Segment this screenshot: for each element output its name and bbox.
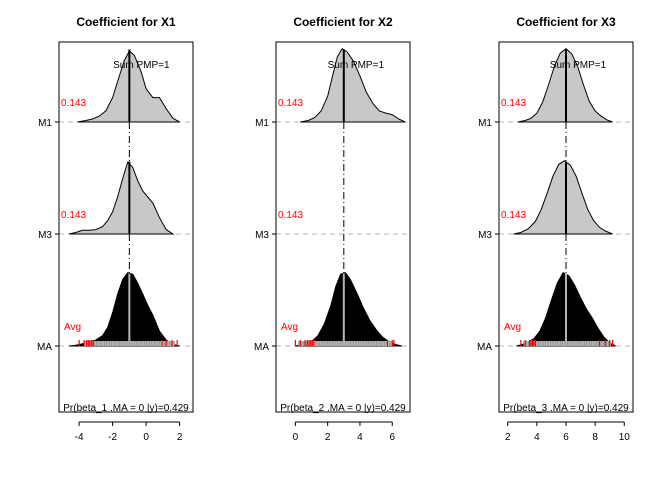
x-tick-label: 10	[619, 432, 631, 443]
panel-title: Coefficient for X1	[76, 15, 176, 29]
panel-frame	[275, 41, 411, 413]
pmp-label-M1: 0.143	[278, 98, 303, 109]
x-tick-label: 6	[563, 432, 569, 443]
x-tick-label: 2	[177, 432, 183, 443]
panel-frame	[498, 41, 634, 413]
model-label-M3: M3	[255, 230, 269, 241]
coefficient-panel-3: Coefficient for X3 0.143 0.143 Avg Sum PMP=1…	[477, 15, 634, 443]
sum-pmp-label: Sum PMP=1	[328, 60, 385, 71]
model-label-M1: M1	[478, 118, 492, 129]
posterior-zero-prob-label: Pr(beta_1 .MA = 0 |y)=0.429	[63, 403, 189, 414]
x-tick-label: 6	[389, 432, 395, 443]
x-tick-label: 4	[534, 432, 540, 443]
panel-title: Coefficient for X2	[293, 15, 393, 29]
model-label-MA: MA	[477, 342, 492, 353]
x-tick-label: -2	[108, 432, 117, 443]
density-M3	[513, 160, 613, 235]
x-tick-label: 0	[293, 432, 299, 443]
x-tick-label: 8	[592, 432, 598, 443]
panel-frame	[58, 41, 194, 413]
density-MA	[295, 272, 403, 347]
coefficient-panel-1: Coefficient for X1 0.143 0.143 Avg Sum PMP=1…	[37, 15, 194, 443]
x-tick-label: 2	[505, 432, 511, 443]
pmp-label-M3: 0.143	[501, 210, 526, 221]
density-MA	[69, 272, 180, 347]
x-tick-label: 2	[325, 432, 331, 443]
model-label-M3: M3	[478, 230, 492, 241]
pmp-label-M1: 0.143	[501, 98, 526, 109]
panel-title: Coefficient for X3	[516, 15, 616, 29]
posterior-zero-prob-label: Pr(beta_3 .MA = 0 |y)=0.429	[503, 403, 629, 414]
density-M3	[68, 161, 175, 235]
density-M1	[300, 48, 406, 123]
sum-pmp-label: Sum PMP=1	[550, 60, 607, 71]
pmp-label-M3: 0.143	[278, 210, 303, 221]
x-tick-label: 0	[143, 432, 149, 443]
model-label-MA: MA	[254, 342, 269, 353]
posterior-zero-prob-label: Pr(beta_2 .MA = 0 |y)=0.429	[280, 403, 406, 414]
pmp-label-M1: 0.143	[61, 98, 86, 109]
model-label-M3: M3	[38, 230, 52, 241]
coefficient-panel-2: Coefficient for X2 0.143 0.143 Avg Sum PMP=1…	[254, 15, 411, 443]
x-tick-label: -4	[75, 432, 84, 443]
model-label-M1: M1	[255, 118, 269, 129]
sum-pmp-label: Sum PMP=1	[113, 60, 170, 71]
avg-label: Avg	[281, 322, 298, 333]
avg-label: Avg	[64, 322, 81, 333]
x-tick-label: 4	[357, 432, 363, 443]
pmp-label-M3: 0.143	[61, 210, 86, 221]
avg-label: Avg	[504, 322, 521, 333]
model-label-M1: M1	[38, 118, 52, 129]
model-label-MA: MA	[37, 342, 52, 353]
